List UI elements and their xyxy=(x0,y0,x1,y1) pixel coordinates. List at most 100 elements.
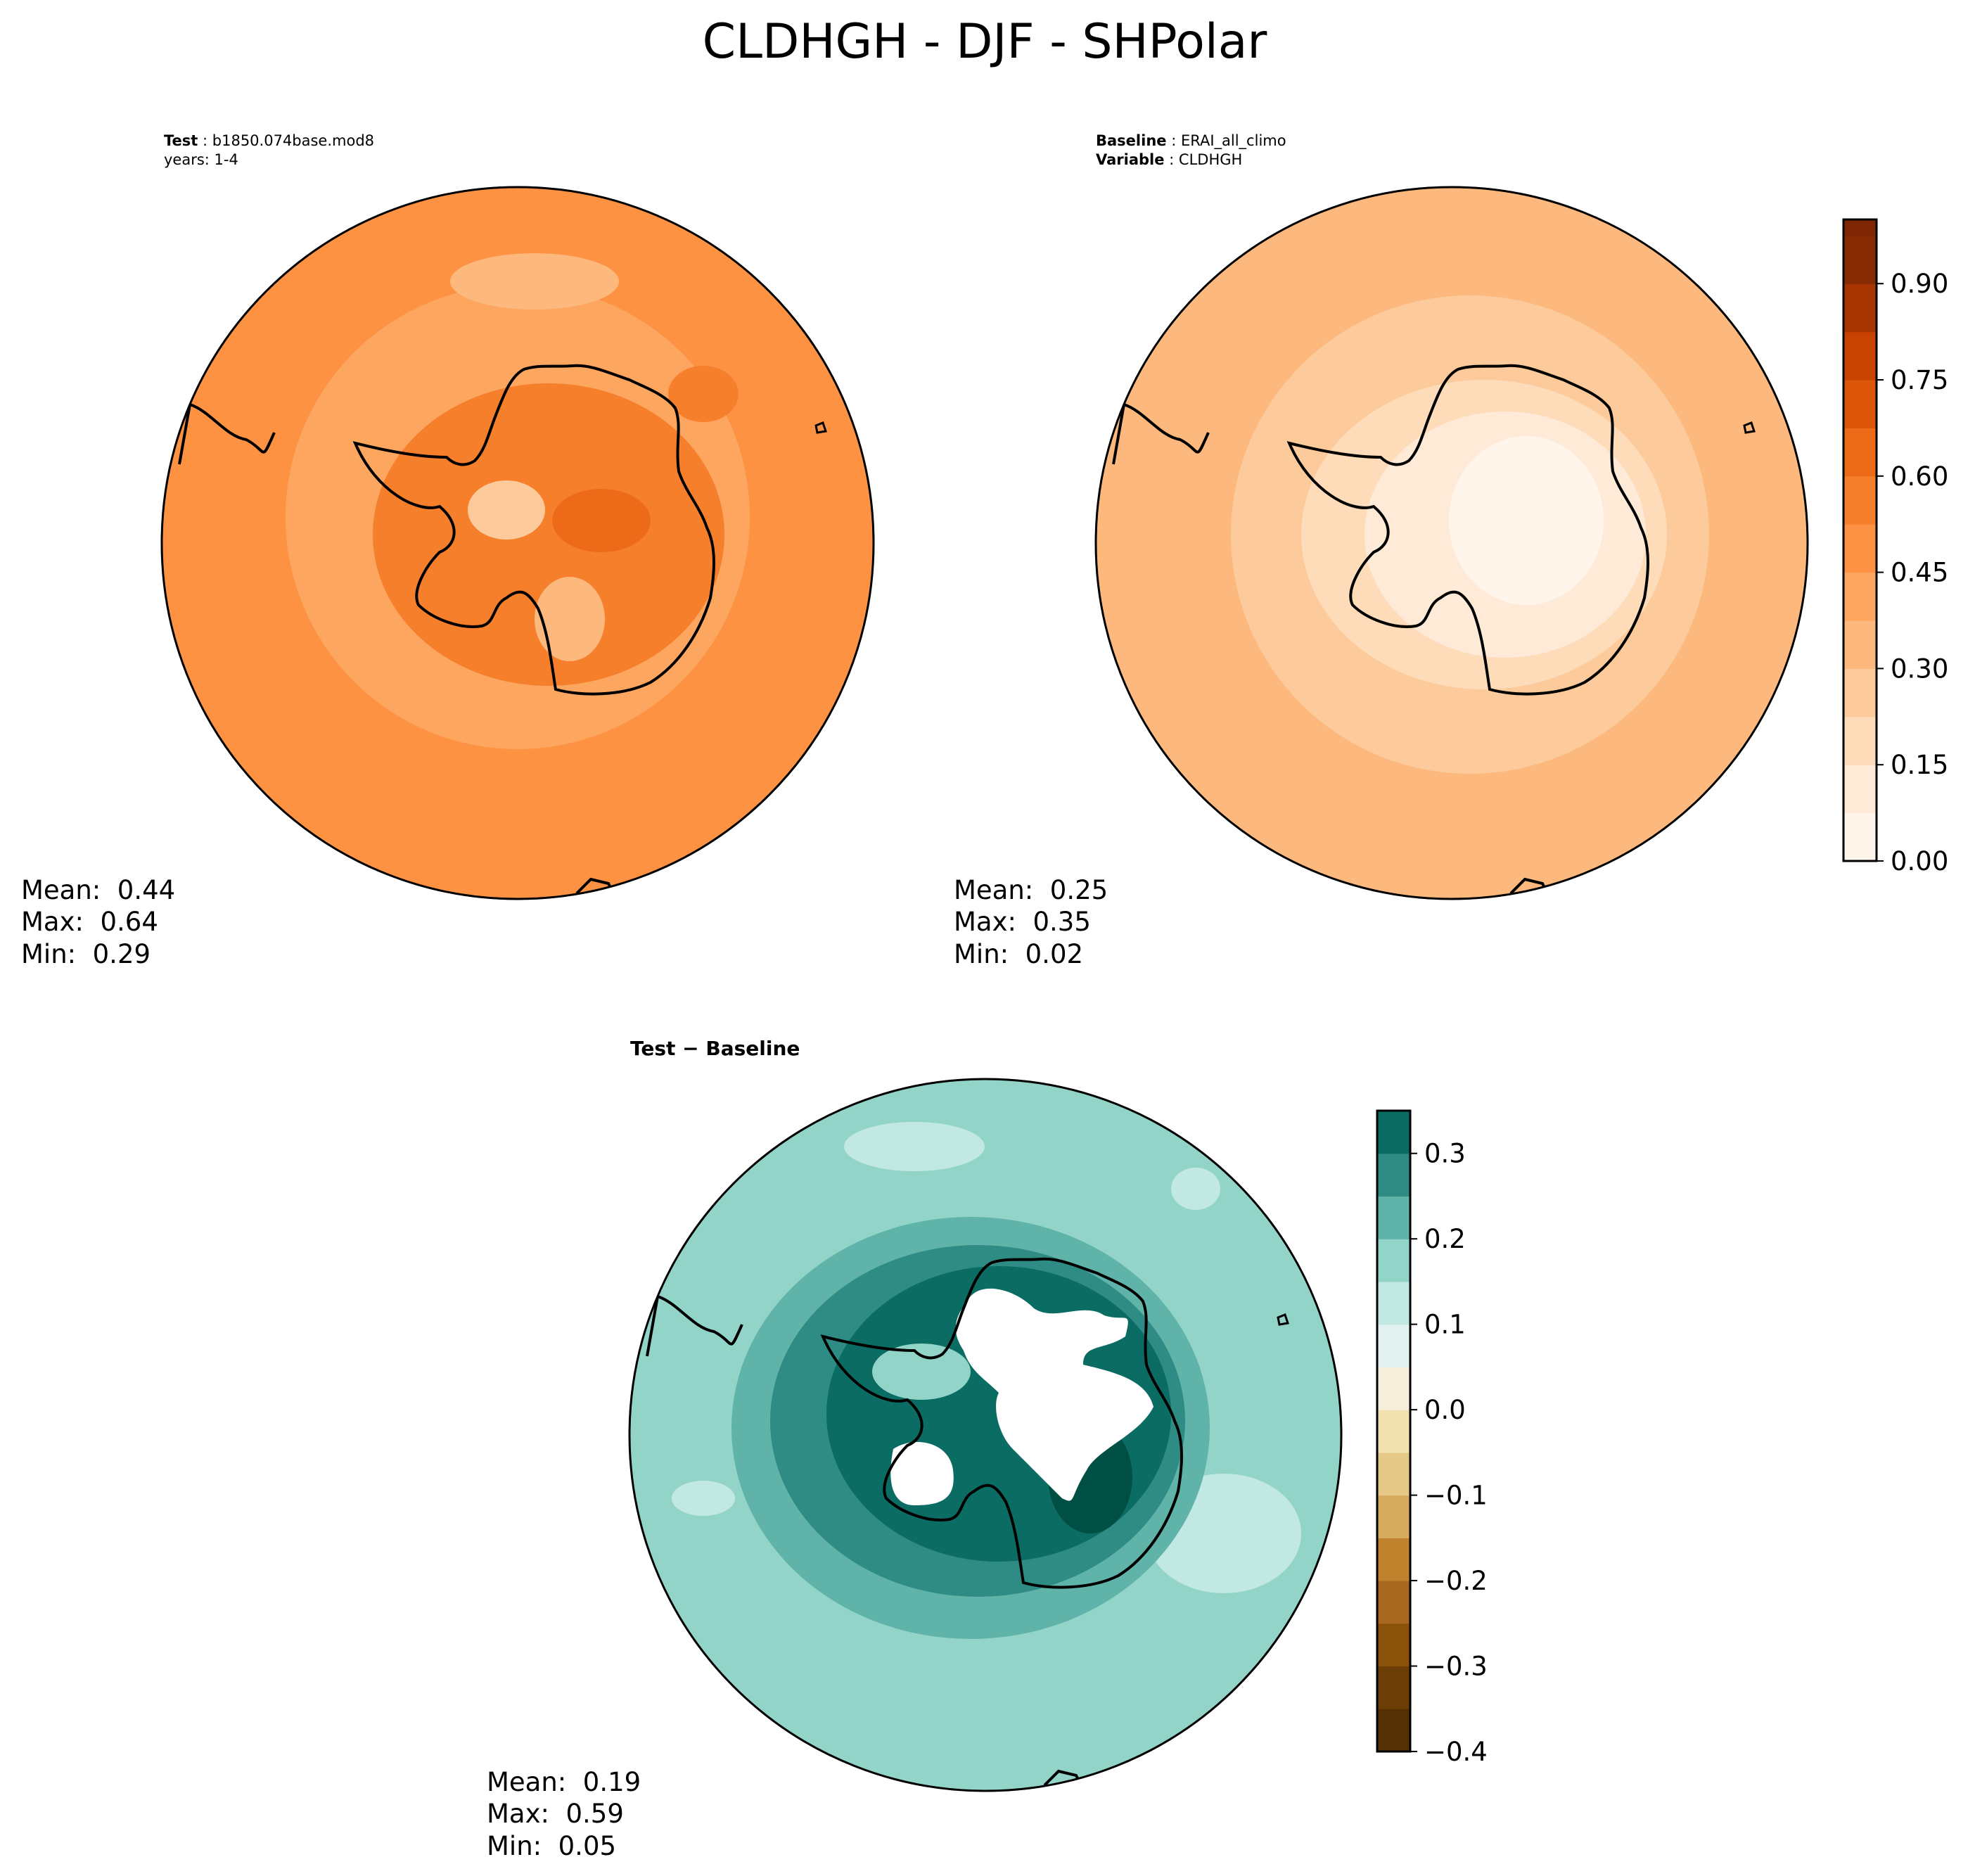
baseline-header: Baseline : ERAI_all_climo xyxy=(1096,132,1286,150)
difference-map-boundary xyxy=(628,1078,1343,1792)
colorbar-tick-label: 0.0 xyxy=(1424,1395,1466,1425)
colorbar-band xyxy=(1843,572,1877,621)
colorbar-band xyxy=(1843,331,1877,381)
colorbar-band xyxy=(1377,1623,1410,1667)
test-south-america-coastline xyxy=(178,403,276,465)
test-field-continent xyxy=(373,383,724,686)
colorbar-band xyxy=(1843,476,1877,525)
test-field-patch xyxy=(450,253,619,310)
baseline-island xyxy=(1743,421,1756,434)
test-header-sep: : xyxy=(198,132,212,149)
test-map-boundary xyxy=(160,186,875,900)
colorbar-band xyxy=(1843,235,1877,284)
difference-colorbar-bands xyxy=(1377,1111,1410,1752)
colorbar-tick-label: 0.00 xyxy=(1891,846,1948,876)
difference-field-light-patch xyxy=(844,1122,985,1171)
difference-south-america-coastline xyxy=(646,1295,743,1357)
difference-mean: Mean: 0.19 xyxy=(487,1767,641,1797)
difference-island xyxy=(1277,1313,1289,1326)
colorbar-band xyxy=(1843,812,1877,862)
colorbar-band xyxy=(1377,1452,1410,1496)
colorbar-band xyxy=(1377,1111,1410,1154)
colorbar-tick-label: 0.3 xyxy=(1424,1139,1466,1169)
colorbar-tick-label: 0.60 xyxy=(1891,461,1948,492)
baseline-subheader-value: CLDHGH xyxy=(1179,151,1242,168)
difference-field-low-peninsula xyxy=(872,1344,971,1400)
colorbar-band xyxy=(1843,283,1877,333)
colorbar-band xyxy=(1377,1666,1410,1709)
difference-panel: Test − Baseline Mean: 0.19 Max: 0.59 Min… xyxy=(487,1037,1488,1861)
colorbar-tick-label: −0.2 xyxy=(1424,1566,1488,1596)
colorbar-band xyxy=(1377,1324,1410,1367)
test-map xyxy=(162,187,874,899)
baseline-header-value: ERAI_all_climo xyxy=(1181,132,1286,150)
test-island xyxy=(814,421,827,434)
test-field-patch-2 xyxy=(668,366,739,422)
test-panel: Test : b1850.074base.mod8 years: 1-4 Mea… xyxy=(21,132,875,969)
colorbar-band xyxy=(1377,1495,1410,1538)
colorbar-band xyxy=(1377,1709,1410,1752)
colorbar-tick-label: −0.1 xyxy=(1424,1481,1488,1511)
test-min: Min: 0.29 xyxy=(21,939,151,969)
baseline-header-sep: : xyxy=(1167,132,1181,149)
colorbar-band xyxy=(1377,1538,1410,1581)
colorbar-band xyxy=(1377,1367,1410,1410)
colorbar-tick-label: 0.15 xyxy=(1891,750,1948,780)
colorbar-band xyxy=(1377,1153,1410,1197)
test-max: Max: 0.64 xyxy=(21,907,158,937)
difference-colorbar-frame xyxy=(1376,1109,1412,1753)
difference-field-above-range-west xyxy=(890,1442,954,1505)
test-header-value: b1850.074base.mod8 xyxy=(212,132,374,149)
colorbar-band xyxy=(1377,1281,1410,1325)
test-field-peak xyxy=(552,489,651,552)
figure-title: CLDHGH - DJF - SHPolar xyxy=(703,14,1267,70)
baseline-colorbar-bands xyxy=(1843,219,1877,862)
difference-colorbar: 0.3 0.2 0.1 0.0 −0.1 −0.2 −0.3 −0.4 xyxy=(1376,1109,1488,1767)
colorbar-tick-label: 0.1 xyxy=(1424,1310,1466,1340)
colorbar-tick-label: 0.30 xyxy=(1891,653,1948,684)
colorbar-band xyxy=(1377,1581,1410,1624)
baseline-subheader-sep: : xyxy=(1164,151,1178,168)
difference-max: Max: 0.59 xyxy=(487,1799,624,1829)
colorbar-band xyxy=(1843,765,1877,814)
baseline-panel: Baseline : ERAI_all_climo Variable : CLD… xyxy=(954,132,1948,969)
difference-field-above-range-east xyxy=(955,1288,1153,1501)
baseline-max: Max: 0.35 xyxy=(954,907,1091,937)
baseline-colorbar-frame xyxy=(1842,218,1878,862)
colorbar-tick-label: 0.45 xyxy=(1891,558,1948,588)
baseline-south-america-coastline xyxy=(1112,403,1210,465)
test-field-low-2 xyxy=(535,577,605,661)
difference-field-light-patch-2 xyxy=(1171,1168,1220,1210)
baseline-subheader-label: Variable xyxy=(1096,151,1164,168)
colorbar-band xyxy=(1843,219,1877,236)
baseline-field-interior xyxy=(1449,436,1604,605)
colorbar-band xyxy=(1843,428,1877,477)
colorbar-tick-label: 0.2 xyxy=(1424,1224,1466,1254)
difference-header: Test − Baseline xyxy=(630,1037,800,1060)
colorbar-band xyxy=(1843,668,1877,717)
test-header: Test : b1850.074base.mod8 xyxy=(164,132,374,149)
colorbar-band xyxy=(1377,1410,1410,1453)
baseline-subheader: Variable : CLDHGH xyxy=(1096,151,1242,168)
baseline-map-boundary xyxy=(1094,186,1809,900)
baseline-map xyxy=(1096,187,1808,899)
colorbar-band xyxy=(1843,716,1877,765)
test-mean: Mean: 0.44 xyxy=(21,875,175,905)
test-field-low xyxy=(468,480,545,540)
colorbar-tick-label: −0.3 xyxy=(1424,1652,1488,1682)
test-subheader: years: 1-4 xyxy=(164,151,238,168)
colorbar-band xyxy=(1843,524,1877,573)
colorbar-tick-label: 0.90 xyxy=(1891,269,1948,299)
difference-map xyxy=(629,1079,1341,1791)
baseline-mean: Mean: 0.25 xyxy=(954,875,1108,905)
colorbar-band xyxy=(1377,1196,1410,1239)
colorbar-band xyxy=(1843,620,1877,669)
difference-colorbar-ticks: 0.3 0.2 0.1 0.0 −0.1 −0.2 −0.3 −0.4 xyxy=(1410,1139,1488,1767)
baseline-colorbar-ticks: 0.00 0.15 0.30 0.45 0.60 0.75 0.90 xyxy=(1877,269,1948,876)
baseline-header-label: Baseline xyxy=(1096,132,1167,149)
colorbar-band xyxy=(1843,380,1877,428)
colorbar-tick-label: −0.4 xyxy=(1424,1737,1488,1767)
colorbar-tick-label: 0.75 xyxy=(1891,365,1948,395)
difference-field-light-patch-4 xyxy=(672,1481,735,1516)
